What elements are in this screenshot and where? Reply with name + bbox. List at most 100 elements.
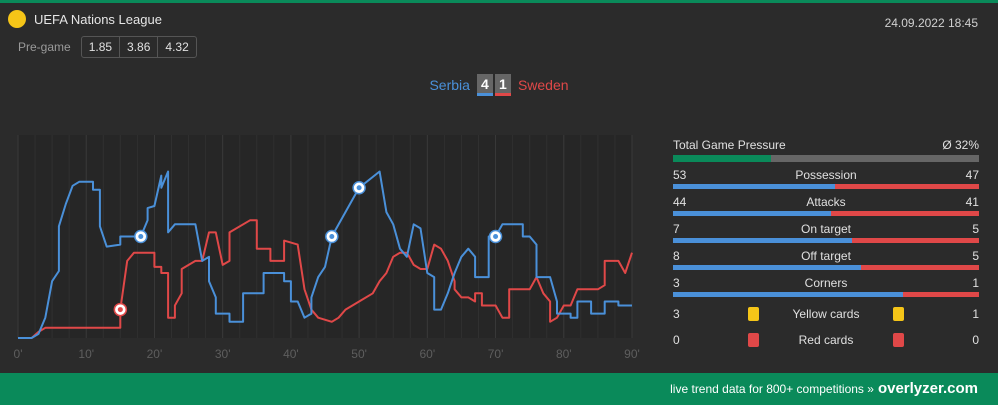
x-tick-label: 50' — [351, 347, 367, 361]
stat-home-value: 7 — [673, 222, 680, 236]
stat-away-value: 47 — [965, 168, 979, 182]
odd-away[interactable]: 4.32 — [165, 40, 189, 54]
odd-draw[interactable]: 3.86 — [120, 37, 159, 57]
stat-bar-away — [835, 184, 979, 189]
goal-ball-icon[interactable] — [134, 229, 148, 244]
top-accent-bar — [0, 0, 998, 3]
stat-bar-away — [851, 238, 979, 243]
x-tick-label: 40' — [283, 347, 299, 361]
stat-bar — [673, 184, 979, 189]
league-icon — [8, 10, 26, 28]
stat-row-corners: 3 Corners 1 — [673, 276, 979, 297]
odd-home[interactable]: 1.85 — [82, 37, 121, 57]
pressure-bar — [673, 155, 979, 162]
x-tick-label: 70' — [488, 347, 504, 361]
pregame-label: Pre-game — [18, 40, 71, 54]
footer-banner[interactable]: live trend data for 800+ competitions » o… — [0, 373, 998, 405]
x-axis-labels: 0' 10' 20' 30' 40' 50' 60' 70' 80' 90' — [14, 347, 640, 361]
chart-grid — [17, 135, 633, 338]
stat-bar-away — [902, 292, 979, 297]
stat-away-value: 1 — [972, 276, 979, 290]
stat-head: 44 Attacks 41 — [673, 195, 979, 209]
stat-row-on-target: 7 On target 5 — [673, 222, 979, 243]
away-team-name: Sweden — [517, 77, 569, 93]
stat-bar — [673, 211, 979, 216]
pressure-average: Ø 32% — [942, 138, 979, 152]
red-card-icon-home — [748, 333, 759, 347]
stat-head: 3 Corners 1 — [673, 276, 979, 290]
stat-bar-home — [673, 184, 836, 189]
scoreline: Serbia 4 1 Sweden — [0, 74, 998, 96]
stat-bar-away — [831, 211, 979, 216]
stat-bar — [673, 292, 979, 297]
stat-row-attacks: 44 Attacks 41 — [673, 195, 979, 216]
goal-ball-patch — [117, 307, 123, 313]
stat-head: 7 On target 5 — [673, 222, 979, 236]
series-line-sweden — [18, 219, 633, 339]
stat-row-possession: 53 Possession 47 — [673, 168, 979, 189]
goal-ball-icon[interactable] — [352, 181, 366, 195]
goal-ball-patch — [356, 185, 362, 191]
league-header: UEFA Nations League — [8, 10, 162, 28]
odds-group: 1.85 3.86 4.32 — [80, 36, 197, 58]
stat-bar-home — [673, 238, 852, 243]
pressure-header: Total Game Pressure Ø 32% — [673, 138, 979, 152]
stat-away-value: 5 — [972, 222, 979, 236]
footer-text[interactable]: live trend data for 800+ competitions » o… — [670, 380, 978, 397]
stat-bar-home — [673, 265, 862, 270]
series-line-serbia — [18, 170, 632, 339]
x-tick-label: 20' — [147, 347, 163, 361]
league-name: UEFA Nations League — [34, 11, 162, 27]
stat-home-value: 44 — [673, 195, 687, 209]
goal-ball-icon[interactable] — [488, 229, 503, 244]
chart-series — [18, 170, 633, 339]
stat-rows: 53 Possession 47 44 Attacks 41 7 On target 5 8 Off… — [673, 168, 979, 297]
stat-head: 8 Off target 5 — [673, 249, 979, 263]
yellow-cards-away: 1 — [972, 307, 979, 321]
yellow-card-icon-home — [748, 307, 759, 321]
goal-markers — [113, 181, 503, 317]
pressure-trend-chart: 0' 10' 20' 30' 40' 50' 60' 70' 80' 90' — [14, 135, 640, 361]
yellow-cards-label: Yellow cards — [792, 307, 860, 321]
stat-away-value: 5 — [972, 249, 979, 263]
stat-bar — [673, 238, 979, 243]
stat-bar-away — [861, 265, 979, 270]
footer-tagline: live trend data for 800+ competitions » — [670, 382, 874, 396]
red-cards-label: Red cards — [798, 333, 854, 347]
stat-away-value: 41 — [965, 195, 979, 209]
red-cards-row: 0 Red cards 0 — [673, 329, 979, 351]
away-score: 1 — [494, 74, 511, 96]
footer-brand-link[interactable]: overlyzer.com — [877, 380, 978, 397]
match-datetime: 24.09.2022 18:45 — [884, 16, 978, 30]
x-tick-label: 0' — [14, 347, 23, 361]
stat-label: On target — [800, 222, 852, 236]
pressure-bar-fill — [673, 155, 771, 162]
yellow-card-icon-away — [893, 307, 904, 321]
stat-label: Off target — [801, 249, 851, 263]
stat-bar-home — [673, 292, 903, 297]
pregame-odds: Pre-game 1.85 3.86 4.32 — [18, 36, 197, 58]
yellow-cards-home: 3 — [673, 307, 680, 321]
stat-bar-home — [673, 211, 832, 216]
red-cards-away: 0 — [972, 333, 979, 347]
x-tick-label: 60' — [420, 347, 436, 361]
goal-ball-patch — [493, 234, 499, 239]
home-team-name: Serbia — [429, 77, 470, 93]
red-card-icon-away — [893, 333, 904, 347]
stat-home-value: 8 — [673, 249, 680, 263]
stat-label: Attacks — [806, 195, 846, 209]
goal-ball-patch — [329, 234, 335, 239]
stat-label: Corners — [804, 276, 848, 290]
yellow-cards-row: 3 Yellow cards 1 — [673, 303, 979, 325]
stat-label: Possession — [795, 168, 857, 182]
x-tick-label: 80' — [556, 347, 572, 361]
home-score: 4 — [476, 74, 493, 96]
stat-home-value: 53 — [673, 168, 687, 182]
stat-row-off-target: 8 Off target 5 — [673, 249, 979, 270]
x-tick-label: 30' — [215, 347, 231, 361]
red-cards-home: 0 — [673, 333, 680, 347]
goal-ball-icon[interactable] — [113, 302, 128, 317]
pressure-label: Total Game Pressure — [673, 138, 786, 152]
stat-home-value: 3 — [673, 276, 680, 290]
goal-ball-icon[interactable] — [325, 229, 339, 244]
